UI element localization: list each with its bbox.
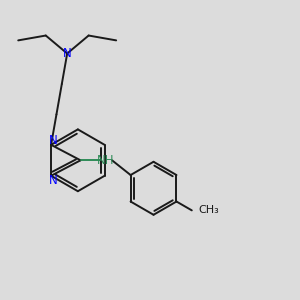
Text: N: N	[49, 174, 58, 187]
Text: N: N	[49, 134, 58, 147]
Text: N: N	[63, 47, 72, 60]
Text: NH: NH	[97, 154, 114, 167]
Text: CH₃: CH₃	[198, 206, 219, 215]
